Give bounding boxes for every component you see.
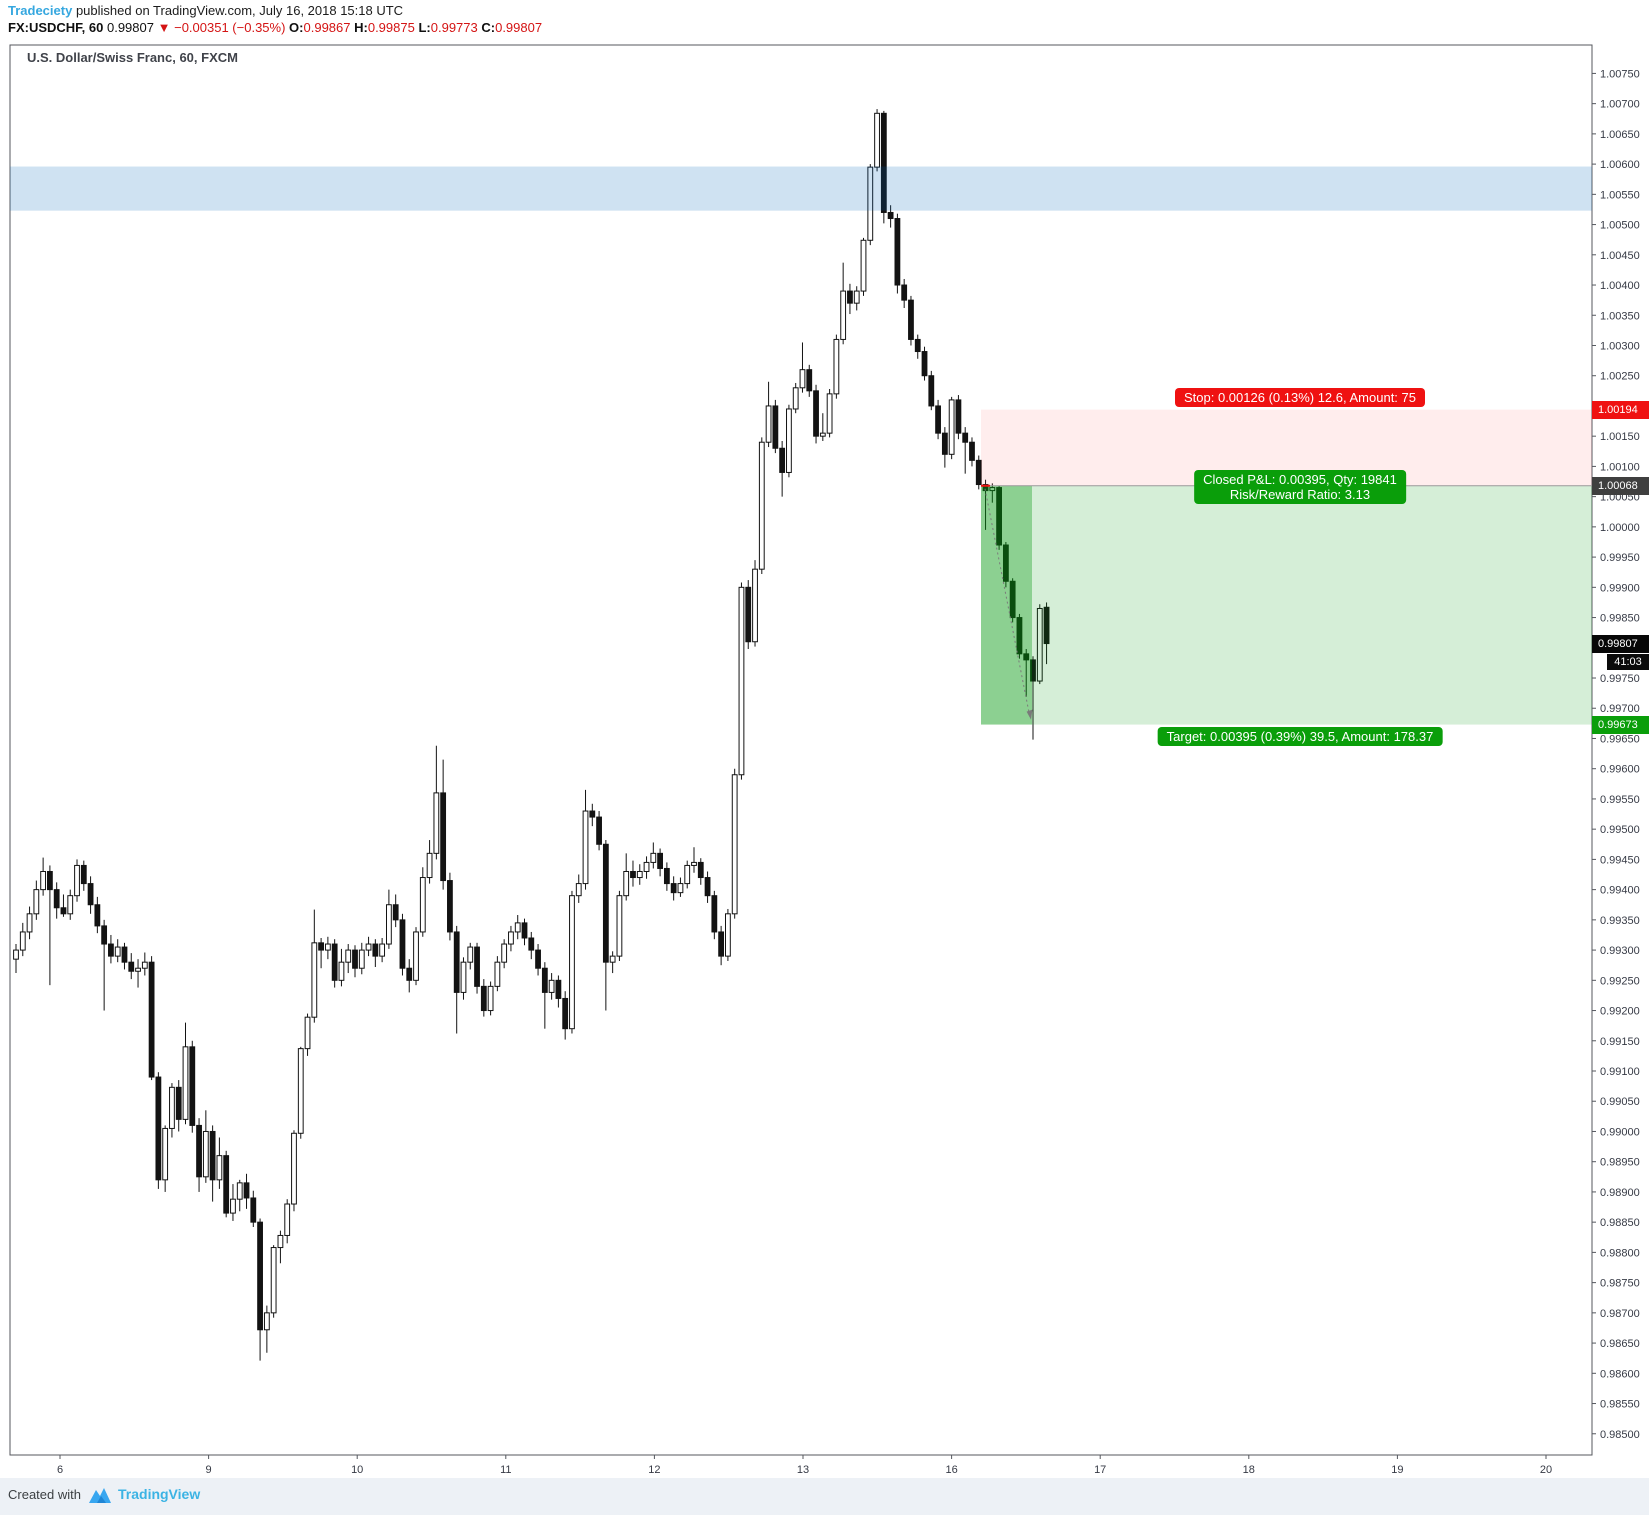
- change-value: −0.00351 (−0.35%): [174, 20, 286, 35]
- svg-text:1.00750: 1.00750: [1600, 68, 1640, 80]
- low-label: L:: [418, 20, 431, 35]
- open-label: O:: [289, 20, 304, 35]
- high-value: 0.99875: [367, 20, 415, 35]
- svg-text:0.99300: 0.99300: [1600, 945, 1640, 957]
- svg-text:1.00000: 1.00000: [1600, 522, 1640, 534]
- svg-text:0.99850: 0.99850: [1600, 613, 1640, 625]
- target-pill[interactable]: Target: 0.00395 (0.39%) 39.5, Amount: 17…: [1157, 727, 1443, 746]
- svg-text:0.99500: 0.99500: [1600, 824, 1640, 836]
- svg-text:0.98950: 0.98950: [1600, 1157, 1640, 1169]
- svg-text:0.99750: 0.99750: [1600, 673, 1640, 685]
- change-direction-icon: ▼: [157, 20, 171, 35]
- svg-text:1.00650: 1.00650: [1600, 129, 1640, 141]
- profit-zone-dark: [981, 485, 1032, 725]
- low-value: 0.99773: [430, 20, 478, 35]
- svg-text:19: 19: [1391, 1464, 1403, 1476]
- svg-text:0.99550: 0.99550: [1600, 794, 1640, 806]
- stop-price-tag: 1.00194: [1592, 401, 1649, 419]
- svg-text:12: 12: [648, 1464, 660, 1476]
- price-axis: 1.00750 1.00700 1.00650 1.00600 1.00550 1.005…: [1592, 68, 1640, 1441]
- close-value: 0.99807: [495, 20, 543, 35]
- footer-created-text: Created with: [8, 1487, 81, 1502]
- stop-loss-pill[interactable]: Stop: 0.00126 (0.13%) 12.6, Amount: 75: [1175, 388, 1425, 407]
- svg-text:20: 20: [1540, 1464, 1552, 1476]
- svg-text:0.98900: 0.98900: [1600, 1187, 1640, 1199]
- chart-title: U.S. Dollar/Swiss Franc, 60, FXCM: [27, 50, 238, 65]
- entry-price-tag: 1.00068: [1592, 477, 1649, 495]
- svg-text:0.99350: 0.99350: [1600, 915, 1640, 927]
- close-label: C:: [481, 20, 496, 35]
- trade-path-line: [984, 488, 1033, 720]
- svg-text:0.99950: 0.99950: [1600, 552, 1640, 564]
- svg-text:13: 13: [797, 1464, 809, 1476]
- svg-text:0.99650: 0.99650: [1600, 733, 1640, 745]
- svg-text:0.99000: 0.99000: [1600, 1126, 1640, 1138]
- footer-strip: [0, 1478, 1649, 1515]
- svg-text:0.98850: 0.98850: [1600, 1217, 1640, 1229]
- svg-text:0.98750: 0.98750: [1600, 1278, 1640, 1290]
- candles-layer: [13, 109, 1050, 1361]
- tradingview-logo-icon[interactable]: [88, 1487, 112, 1504]
- svg-text:1.00700: 1.00700: [1600, 99, 1640, 111]
- svg-text:0.99600: 0.99600: [1600, 764, 1640, 776]
- svg-text:1.00600: 1.00600: [1600, 159, 1640, 171]
- tradingview-link[interactable]: TradingView: [118, 1486, 201, 1502]
- svg-text:18: 18: [1243, 1464, 1255, 1476]
- symbol-quote-line: FX:USDCHF, 60 0.99807 ▼ −0.00351 (−0.35%…: [8, 20, 542, 35]
- svg-text:6: 6: [57, 1464, 63, 1476]
- author-link[interactable]: Tradeciety: [8, 3, 73, 18]
- svg-text:1.00100: 1.00100: [1600, 461, 1640, 473]
- svg-text:0.98550: 0.98550: [1600, 1399, 1640, 1411]
- svg-text:0.98600: 0.98600: [1600, 1368, 1640, 1380]
- byline-text: published on TradingView.com, July 16, 2…: [72, 3, 404, 18]
- open-value: 0.99867: [303, 20, 351, 35]
- svg-text:0.99450: 0.99450: [1600, 854, 1640, 866]
- profit-zone-light: [1032, 485, 1592, 725]
- svg-text:0.98650: 0.98650: [1600, 1338, 1640, 1350]
- svg-text:0.99050: 0.99050: [1600, 1096, 1640, 1108]
- svg-text:0.98700: 0.98700: [1600, 1308, 1640, 1320]
- svg-text:17: 17: [1094, 1464, 1106, 1476]
- svg-text:0.98500: 0.98500: [1600, 1429, 1640, 1441]
- risk-reward-line: Risk/Reward Ratio: 3.13: [1229, 487, 1371, 502]
- chart-frame: [9, 44, 1593, 1456]
- publish-byline: Tradeciety published on TradingView.com,…: [8, 3, 403, 18]
- svg-text:1.00250: 1.00250: [1600, 371, 1640, 383]
- svg-text:10: 10: [351, 1464, 363, 1476]
- last-price: 0.99807: [106, 20, 154, 35]
- svg-text:1.00300: 1.00300: [1600, 340, 1640, 352]
- time-axis: 6 9 10 11 12 13 16 17 18 19 20: [57, 1455, 1552, 1476]
- svg-text:0.99150: 0.99150: [1600, 1036, 1640, 1048]
- svg-text:0.98800: 0.98800: [1600, 1247, 1640, 1259]
- svg-text:1.00450: 1.00450: [1600, 250, 1640, 262]
- bar-countdown-tag: 41:03: [1607, 654, 1649, 670]
- high-label: H:: [354, 20, 368, 35]
- closed-pnl-line: Closed P&L: 0.00395, Qty: 19841: [1203, 472, 1397, 487]
- svg-text:1.00550: 1.00550: [1600, 189, 1640, 201]
- svg-text:0.99400: 0.99400: [1600, 885, 1640, 897]
- svg-text:11: 11: [500, 1464, 511, 1476]
- blue-band: [10, 166, 1592, 211]
- svg-text:0.99700: 0.99700: [1600, 703, 1640, 715]
- svg-text:9: 9: [206, 1464, 212, 1476]
- svg-text:1.00400: 1.00400: [1600, 280, 1640, 292]
- svg-text:0.99100: 0.99100: [1600, 1066, 1640, 1078]
- closed-pnl-pill[interactable]: Closed P&L: 0.00395, Qty: 19841 Risk/Rew…: [1194, 470, 1406, 504]
- svg-text:1.00350: 1.00350: [1600, 310, 1640, 322]
- svg-text:0.99900: 0.99900: [1600, 582, 1640, 594]
- last-price-tag: 0.99807: [1592, 635, 1649, 653]
- svg-text:1.00500: 1.00500: [1600, 220, 1640, 232]
- svg-text:0.99250: 0.99250: [1600, 975, 1640, 987]
- svg-text:0.99200: 0.99200: [1600, 1006, 1640, 1018]
- symbol-label: FX:USDCHF, 60: [8, 20, 104, 35]
- target-price-tag: 0.99673: [1592, 716, 1649, 734]
- svg-text:1.00150: 1.00150: [1600, 431, 1640, 443]
- svg-text:16: 16: [945, 1464, 957, 1476]
